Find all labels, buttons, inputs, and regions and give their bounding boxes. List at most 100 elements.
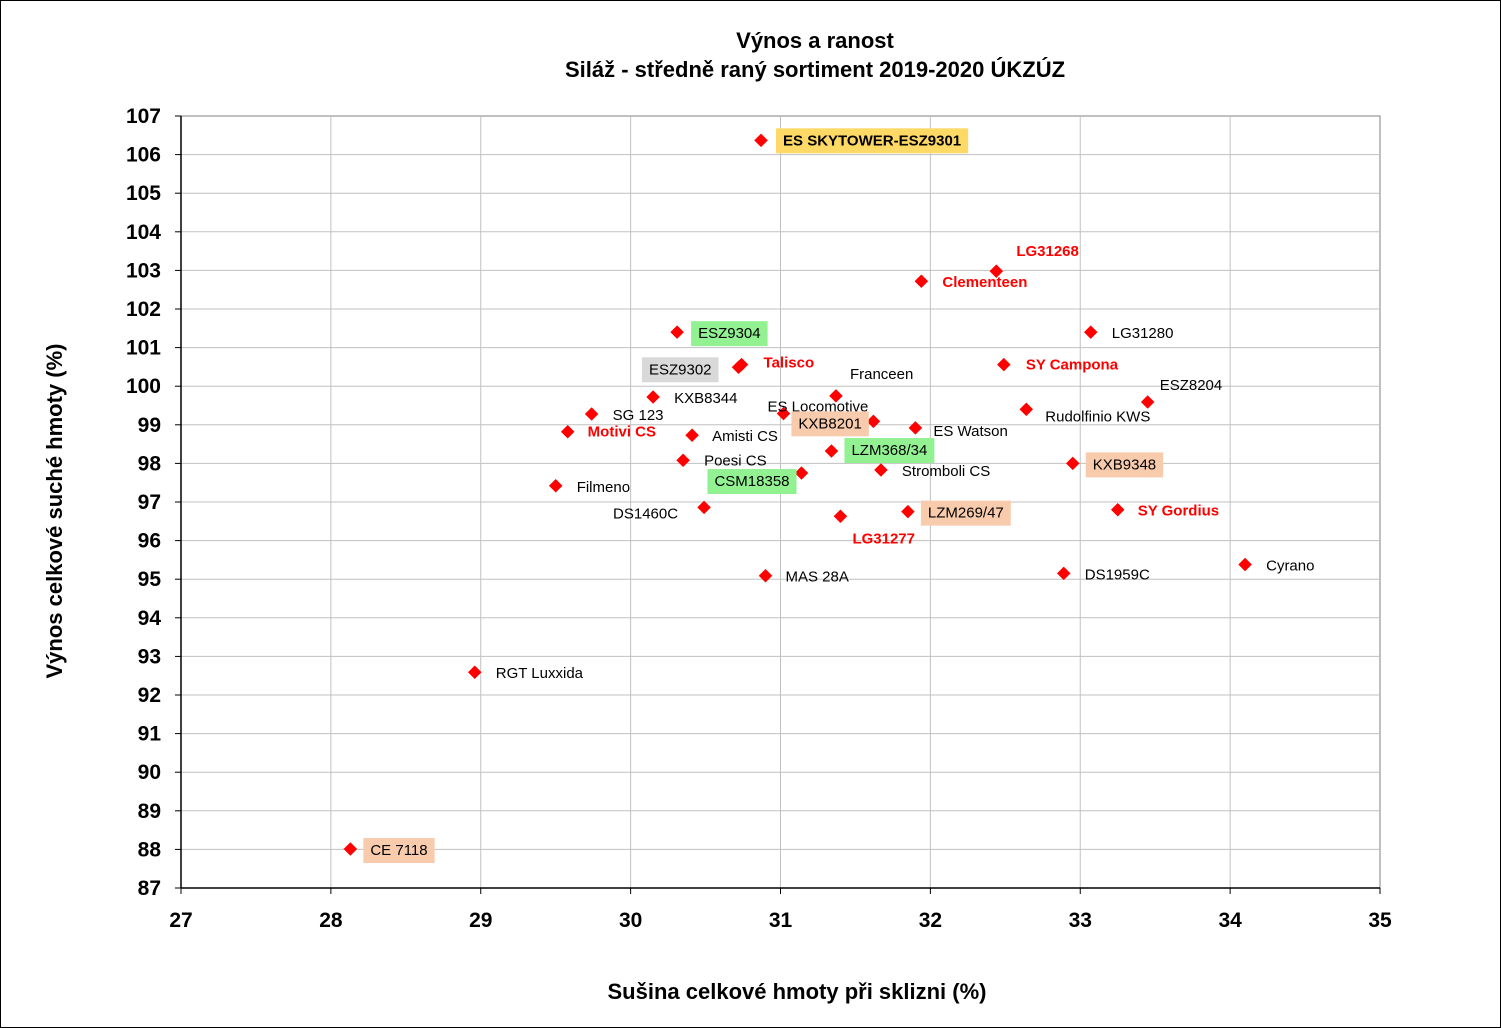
data-point	[829, 388, 843, 403]
data-point	[1140, 395, 1155, 409]
y-tick-labels: 87 88 89 90 91 92 93 94 95 96 97 98 99 100 101 102 103 10…	[126, 105, 161, 900]
point-label-background	[641, 357, 719, 383]
point-label-text: DS1460C	[613, 505, 678, 522]
point-label-text: CSM18358	[714, 473, 789, 490]
point-label: ES Watson	[933, 423, 1007, 440]
point-label-text: Cyrano	[1266, 558, 1314, 575]
chart-subtitle: Siláž - středně raný sortiment 2019-2020…	[565, 57, 1065, 82]
data-point	[584, 407, 599, 421]
x-tick-label: 28	[319, 909, 343, 932]
point-label: SY Gordius	[1138, 503, 1219, 520]
data-point	[754, 133, 768, 148]
point-label: Filmeno	[577, 479, 630, 496]
data-point	[343, 842, 358, 856]
data-point	[734, 357, 749, 372]
point-label-background	[363, 838, 435, 864]
point-label-background	[691, 321, 768, 347]
point-label: Poesi CS	[704, 452, 767, 469]
point-label-text: Franceen	[850, 366, 913, 383]
y-tick-label: 90	[138, 761, 161, 784]
y-tick-label: 103	[126, 259, 161, 282]
point-label-text: ES Watson	[933, 423, 1007, 440]
point-label-text: KXB9348	[1093, 456, 1156, 473]
data-point	[1110, 502, 1125, 517]
point-label: KXB9348	[1085, 452, 1164, 478]
point-label: Motivi CS	[588, 424, 656, 441]
x-tick-label: 29	[469, 909, 492, 932]
y-tick-label: 97	[138, 491, 161, 514]
data-point	[685, 428, 699, 443]
point-label-text: KXB8201	[798, 415, 861, 432]
y-tick-label: 99	[138, 414, 161, 437]
data-point	[548, 478, 563, 493]
point-label: CE 7118	[363, 838, 435, 864]
y-tick-label: 100	[126, 375, 161, 398]
point-label: LG31277	[852, 530, 915, 547]
point-label-background	[844, 438, 935, 464]
y-tick-label: 89	[138, 800, 161, 823]
point-label-text: LG31277	[852, 530, 915, 547]
data-point	[874, 463, 888, 477]
point-label-text: ES SKYTOWER-ESZ9301	[783, 132, 961, 149]
axes	[175, 115, 1381, 894]
y-tick-label: 107	[126, 105, 161, 128]
data-point	[560, 424, 575, 439]
point-label-text: Talisco	[764, 355, 815, 372]
x-tick-label: 32	[919, 909, 942, 932]
data-point	[1056, 566, 1071, 581]
data-point	[824, 444, 839, 458]
point-label-text: Poesi CS	[704, 452, 767, 469]
point-labels: ES SKYTOWER-ESZ9301 LG31268 Clementeen ESZ9…	[363, 128, 1314, 864]
point-label-background	[791, 411, 869, 437]
point-label: SY Campona	[1026, 357, 1119, 374]
point-label: DS1959C	[1085, 566, 1150, 583]
y-tick-label: 104	[126, 221, 161, 244]
point-label: LZM269/47	[920, 500, 1011, 526]
data-point	[776, 406, 791, 421]
point-label-text: CE 7118	[370, 842, 427, 859]
point-label-text: ESZ9304	[698, 325, 761, 342]
point-label-text: SY Gordius	[1138, 503, 1219, 520]
point-label-text: SG 123	[613, 407, 664, 424]
y-tick-label: 91	[138, 723, 162, 746]
point-label: MAS 28A	[786, 569, 849, 586]
point-label-text: ESZ8204	[1160, 377, 1223, 394]
data-point	[1065, 456, 1080, 471]
point-label-background	[707, 469, 797, 495]
data-point	[1238, 557, 1252, 572]
y-tick-label: 87	[138, 877, 161, 900]
gridlines	[181, 116, 1380, 888]
x-tick-label: 30	[619, 909, 642, 932]
point-label-background	[776, 128, 969, 154]
point-label: Talisco	[764, 355, 815, 372]
x-tick-label: 31	[769, 909, 793, 932]
data-point	[833, 509, 848, 524]
point-label: ESZ9304	[691, 321, 768, 347]
x-tick-labels: 27 28 29 30 31 32 33 34 35	[169, 909, 1392, 932]
point-label: Stromboli CS	[902, 463, 990, 480]
x-axis-title: Sušina celkové hmoty při sklizni (%)	[608, 979, 987, 1004]
chart-title: Výnos a ranost	[736, 28, 894, 53]
point-label-text: RGT Luxxida	[496, 665, 584, 682]
y-tick-label: 96	[138, 530, 161, 553]
point-label: Franceen	[850, 366, 913, 383]
point-label-text: DS1959C	[1085, 566, 1150, 583]
point-label-text: Amisti CS	[712, 428, 778, 445]
point-label: KXB8201	[791, 411, 869, 437]
point-label: LG31268	[1016, 243, 1079, 260]
x-tick-label: 35	[1368, 909, 1392, 932]
point-label: ESZ8204	[1160, 377, 1223, 394]
data-point	[670, 325, 684, 340]
data-point	[1083, 325, 1098, 340]
data-point	[989, 264, 1004, 279]
point-label: Amisti CS	[712, 428, 778, 445]
point-label: KXB8344	[674, 390, 737, 407]
y-tick-label: 98	[138, 452, 162, 475]
point-label: Rudolfinio KWS	[1045, 408, 1150, 425]
point-label-text: Clementeen	[942, 274, 1027, 291]
point-label-text: ESZ9302	[649, 361, 712, 378]
point-label-background	[920, 500, 1011, 526]
point-label-text: Rudolfinio KWS	[1045, 408, 1150, 425]
point-label: SG 123	[613, 407, 664, 424]
